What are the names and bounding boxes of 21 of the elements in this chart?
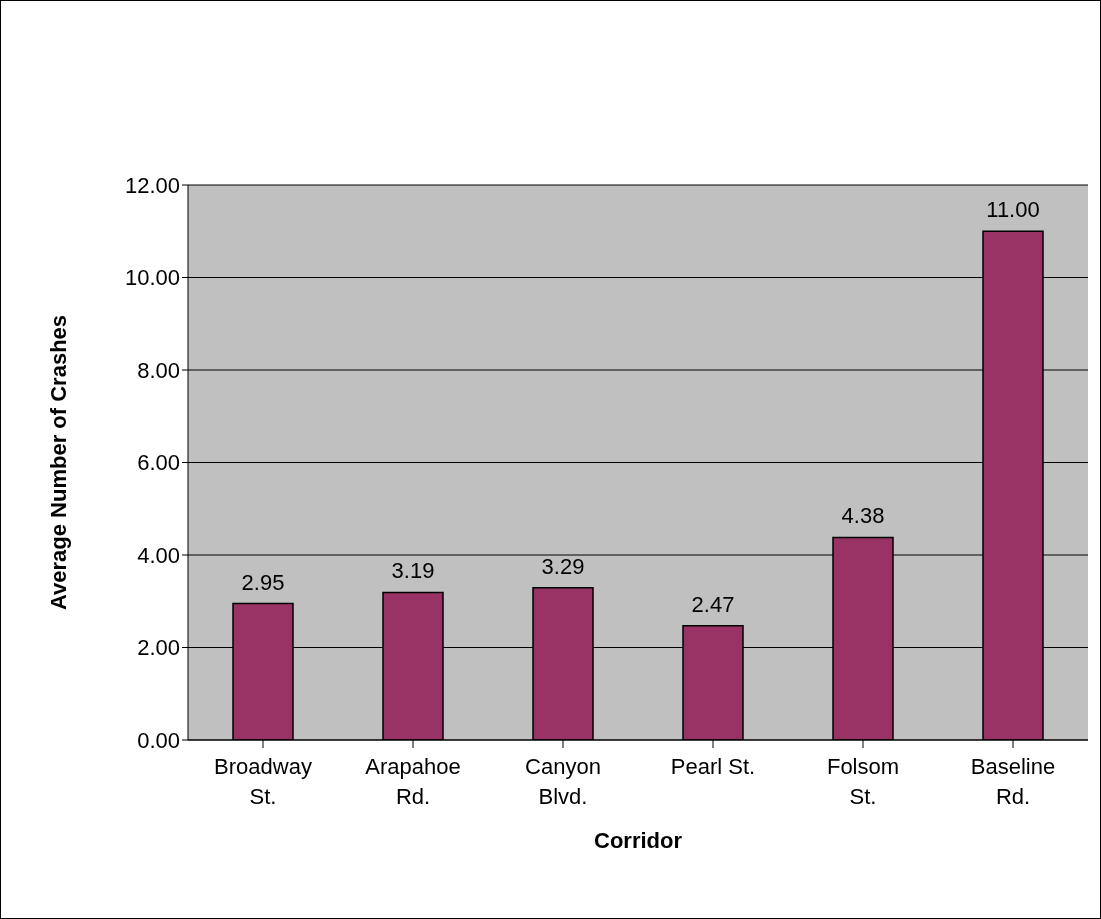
data-label: 2.95: [241, 569, 285, 595]
x-tick-label: Pearl St.: [670, 754, 756, 779]
y-tick-label: 12.00: [124, 172, 180, 198]
data-label: 3.19: [391, 558, 435, 584]
x-tick-label: Broadway St.: [214, 754, 312, 809]
data-label: 3.29: [541, 553, 585, 579]
x-tick-label: Canyon Blvd.: [525, 754, 601, 809]
x-tick-label: Arapahoe Rd.: [365, 754, 461, 809]
y-tick-label: 4.00: [137, 542, 180, 568]
y-tick-label: 0.00: [137, 727, 180, 753]
data-label: 4.38: [841, 503, 885, 529]
y-axis-title: Average Number of Crashes: [45, 314, 71, 611]
y-tick-label: 10.00: [124, 265, 180, 291]
x-tick-label: Baseline Rd.: [970, 754, 1056, 809]
y-tick-label: 2.00: [137, 635, 180, 661]
y-tick-label: 6.00: [137, 450, 180, 476]
data-label: 2.47: [691, 591, 735, 617]
x-tick-label: Folsom St.: [826, 754, 900, 809]
x-axis-title: Corridor: [594, 828, 683, 853]
data-label: 11.00: [986, 197, 1040, 223]
y-tick-label: 8.00: [137, 357, 180, 383]
